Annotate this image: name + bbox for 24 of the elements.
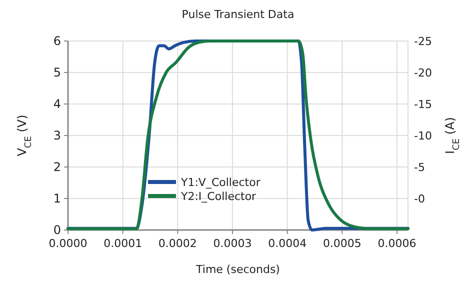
y2-tick-label: -20	[414, 66, 432, 80]
x-tick-label: 0.0003	[213, 237, 252, 250]
y2-tick-label: -5	[414, 161, 425, 174]
y2-tick-label: -10	[414, 130, 432, 142]
legend-label: Y2:I_Collector	[180, 190, 257, 203]
x-axis-title: Time (seconds)	[195, 263, 280, 276]
y-tick-label: 6	[53, 34, 61, 48]
chart-title: Pulse Transient Data	[182, 8, 294, 21]
x-tick-label: 0.0006	[378, 237, 416, 250]
x-tick-label: 0.0002	[158, 237, 197, 250]
y2-tick-label: -0	[414, 192, 425, 206]
x-tick-label: 0.0001	[104, 237, 142, 250]
x-tick-label: 0.0004	[268, 237, 307, 250]
y-tick-label: 1	[53, 192, 61, 206]
y-tick-label: 2	[53, 160, 61, 174]
y-tick-label: 3	[53, 128, 61, 142]
y2-tick-label: -15	[414, 98, 432, 111]
y2-tick-label: -25	[414, 35, 432, 48]
y-tick-label: 4	[53, 97, 61, 111]
x-tick-label: 0.0005	[322, 237, 362, 250]
legend-label: Y1:V_Collector	[180, 176, 261, 189]
y-tick-label: 5	[53, 66, 61, 80]
x-tick-label: 0.0000	[48, 237, 88, 250]
y-tick-label: 0	[53, 223, 61, 237]
